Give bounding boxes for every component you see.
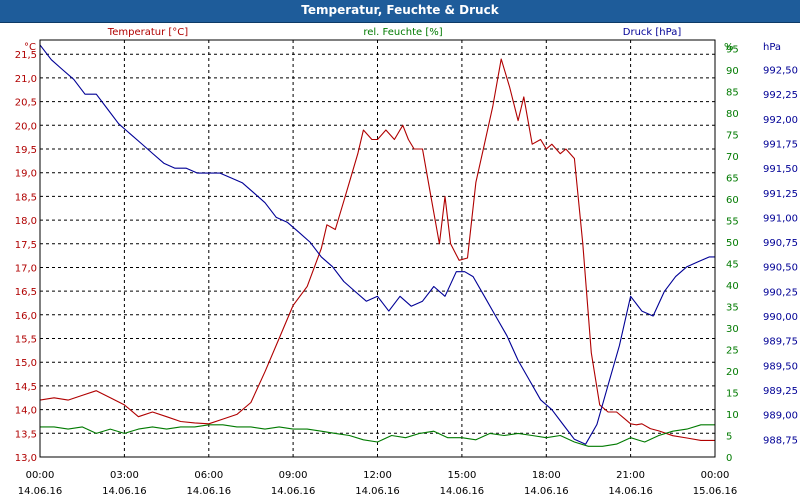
temperature-tick-label: 13,5: [15, 429, 37, 440]
x-tick-time: 09:00: [279, 470, 308, 481]
x-tick-time: 00:00: [26, 470, 55, 481]
temperature-unit: °C: [24, 42, 36, 53]
temperature-tick-label: 17,0: [15, 264, 37, 275]
temperature-tick-label: 20,5: [15, 98, 37, 109]
x-tick-date: 14.06.16: [524, 486, 569, 497]
pressure-tick-label: 990,25: [763, 287, 798, 298]
humidity-tick-label: 85: [726, 88, 739, 99]
humidity-tick-label: 50: [726, 238, 739, 249]
temperature-tick-label: 20,0: [15, 121, 37, 132]
humidity-series-line: [40, 424, 715, 447]
humidity-tick-label: 65: [726, 174, 739, 185]
temperature-axis-label: Temperatur [°C]: [107, 27, 188, 38]
x-tick-date: 14.06.16: [271, 486, 316, 497]
temperature-tick-label: 18,5: [15, 192, 37, 203]
humidity-tick-label: 70: [726, 152, 739, 163]
pressure-tick-label: 990,50: [763, 263, 798, 274]
humidity-tick-label: 10: [726, 410, 739, 421]
temperature-tick-label: 15,5: [15, 335, 37, 346]
x-tick-date: 14.06.16: [440, 486, 485, 497]
temperature-tick-label: 16,5: [15, 287, 37, 298]
pressure-series-line: [39, 44, 715, 445]
humidity-tick-label: 80: [726, 109, 739, 120]
grid: [40, 40, 715, 457]
time-axis: 00:00 14.06.16 03:00 14.06.16 06:00 14.06.16 0…: [18, 470, 738, 497]
pressure-tick-label: 991,75: [763, 140, 798, 151]
temperature-tick-label: 14,5: [15, 382, 37, 393]
pressure-tick-label: 989,75: [763, 337, 798, 348]
pressure-tick-label: 992,50: [763, 66, 798, 77]
temperature-tick-label: 17,5: [15, 240, 37, 251]
x-tick-time: 15:00: [447, 470, 476, 481]
humidity-tick-label: 40: [726, 281, 739, 292]
temperature-tick-label: 14,0: [15, 406, 37, 417]
temperature-axis: 13,0 13,5 14,0 14,5 15,0 15,5 16,0 16,5 17,0 17,5…: [15, 50, 37, 464]
plot-frame: [39, 39, 716, 458]
temperature-tick-label: 16,0: [15, 311, 37, 322]
temperature-tick-label: 19,5: [15, 145, 37, 156]
x-tick-time: 12:00: [363, 470, 392, 481]
humidity-tick-label: 35: [726, 303, 739, 314]
humidity-tick-label: 95: [726, 45, 739, 56]
humidity-tick-label: 60: [726, 195, 739, 206]
pressure-axis: 988,75 989,00 989,25 989,50 989,75 990,00 990,…: [763, 66, 798, 447]
humidity-unit: %: [724, 42, 734, 53]
temperature-tick-label: 21,0: [15, 74, 37, 85]
humidity-tick-label: 0: [726, 453, 732, 464]
series-layer: [39, 44, 715, 447]
pressure-unit: hPa: [763, 42, 781, 53]
humidity-tick-label: 20: [726, 367, 739, 378]
pressure-tick-label: 992,00: [763, 115, 798, 126]
x-tick-date: 14.06.16: [608, 486, 653, 497]
pressure-tick-label: 991,25: [763, 189, 798, 200]
pressure-tick-label: 990,00: [763, 312, 798, 323]
pressure-tick-label: 990,75: [763, 238, 798, 249]
x-tick-time: 00:00: [701, 470, 730, 481]
x-tick-time: 06:00: [194, 470, 223, 481]
pressure-tick-label: 989,50: [763, 361, 798, 372]
pressure-tick-label: 988,75: [763, 435, 798, 446]
x-tick-date: 15.06.16: [693, 486, 738, 497]
x-tick-date: 14.06.16: [102, 486, 147, 497]
pressure-tick-label: 989,00: [763, 411, 798, 422]
humidity-tick-label: 25: [726, 346, 739, 357]
x-tick-date: 14.06.16: [18, 486, 63, 497]
humidity-tick-label: 55: [726, 217, 739, 228]
humidity-tick-label: 15: [726, 389, 739, 400]
temperature-series-line: [39, 58, 715, 441]
pressure-tick-label: 992,25: [763, 90, 798, 101]
pressure-tick-label: 991,50: [763, 164, 798, 175]
title-bar: Temperatur, Feuchte & Druck: [0, 0, 800, 23]
temperature-tick-label: 18,0: [15, 216, 37, 227]
humidity-axis: 0 5 10 15 20 25 30 35 40 45 50 55 60 65 70 75 80 85 90 95: [726, 45, 739, 464]
pressure-tick-label: 989,25: [763, 386, 798, 397]
temperature-tick-label: 19,0: [15, 169, 37, 180]
x-tick-time: 03:00: [110, 470, 139, 481]
temperature-tick-label: 13,0: [15, 453, 37, 464]
temperature-tick-label: 15,0: [15, 358, 37, 369]
humidity-axis-label: rel. Feuchte [%]: [363, 27, 442, 38]
x-tick-date: 14.06.16: [355, 486, 400, 497]
x-tick-time: 18:00: [532, 470, 561, 481]
chart-title: Temperatur, Feuchte & Druck: [301, 3, 499, 17]
humidity-tick-label: 90: [726, 66, 739, 77]
x-tick-time: 21:00: [616, 470, 645, 481]
temperature-tick-label: 21,5: [15, 50, 37, 61]
humidity-tick-label: 5: [726, 432, 732, 443]
humidity-tick-label: 75: [726, 131, 739, 142]
humidity-tick-label: 30: [726, 324, 739, 335]
pressure-axis-label: Druck [hPa]: [623, 27, 682, 38]
humidity-tick-label: 45: [726, 260, 739, 271]
pressure-tick-label: 991,00: [763, 213, 798, 224]
x-tick-date: 14.06.16: [187, 486, 232, 497]
